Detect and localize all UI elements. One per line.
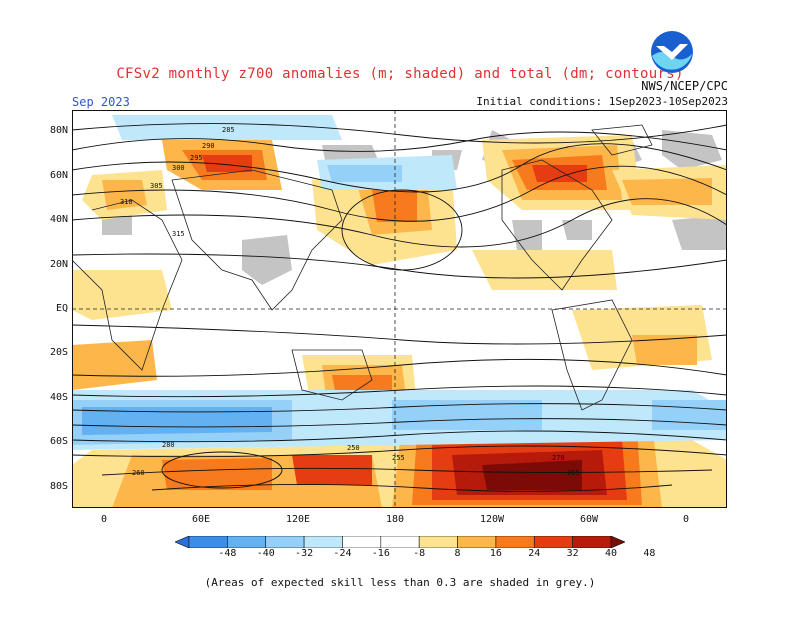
lat-label: 60S [49, 436, 68, 447]
chart-title: CFSv2 monthly z700 anomalies (m; shaded)… [116, 66, 684, 82]
contour-label: 280 [162, 441, 175, 449]
colorbar-tick-label: -8 [413, 548, 426, 559]
colorbar [175, 536, 625, 548]
contour-label: 250 [347, 444, 360, 452]
colorbar-tick-label: -48 [218, 548, 237, 559]
lat-label: 60N [49, 170, 68, 181]
contour-label: 300 [172, 164, 185, 172]
contour-label: 255 [392, 454, 405, 462]
positive-anomalies [72, 135, 727, 508]
colorbar-segment [175, 536, 190, 548]
colorbar-tick-label: -40 [256, 548, 275, 559]
footnote: (Areas of expected skill less than 0.3 a… [204, 576, 596, 589]
contour-label: 310 [120, 198, 133, 206]
lat-label: EQ [55, 303, 68, 314]
colorbar-segment [380, 536, 420, 548]
colorbar-segment [572, 536, 612, 548]
colorbar-tick-label: -32 [295, 548, 314, 559]
contour-label: 315 [172, 230, 185, 238]
colorbar-tick-label: -24 [333, 548, 352, 559]
lon-label: 60W [579, 514, 599, 525]
lat-label: 20N [49, 259, 68, 270]
colorbar-segment [188, 536, 228, 548]
org-label: NWS/NCEP/CPC [641, 79, 728, 93]
anomaly-map: 285 290 295 300 305 310 315 280 270 265 … [72, 110, 727, 508]
colorbar-tick-label: 8 [454, 548, 461, 559]
contour-label: 295 [190, 154, 203, 162]
lon-label: 180 [385, 514, 405, 525]
colorbar-segment [418, 536, 458, 548]
lat-label: 40S [49, 392, 68, 403]
noaa-logo-icon [651, 31, 693, 73]
colorbar-tick-label: 40 [604, 548, 618, 559]
month-label: Sep 2023 [72, 95, 130, 109]
lon-label: 120E [285, 514, 311, 525]
colorbar-tick-label: 32 [566, 548, 579, 559]
lat-label: 40N [49, 214, 68, 225]
contour-label: 305 [150, 182, 163, 190]
colorbar-segment [342, 536, 382, 548]
contour-label: 285 [222, 126, 235, 134]
total-contours [72, 123, 727, 492]
contour-label: 290 [202, 142, 215, 150]
lon-label: 60E [191, 514, 211, 525]
lat-label: 20S [49, 347, 68, 358]
colorbar-tick-label: 16 [489, 548, 502, 559]
colorbar-tick-label: -16 [371, 548, 390, 559]
lon-label: 0 [682, 514, 690, 525]
colorbar-tick-label: 48 [643, 548, 656, 559]
colorbar-segment [227, 536, 267, 548]
lon-label: 120W [479, 514, 505, 525]
lon-label: 0 [100, 514, 108, 525]
coastlines [72, 124, 653, 411]
contour-label: 260 [132, 469, 145, 477]
colorbar-segment [457, 536, 497, 548]
contour-label: 270 [552, 454, 565, 462]
lat-label: 80N [49, 125, 68, 136]
init-conditions: Initial conditions: 1Sep2023-10Sep2023 [476, 95, 728, 108]
colorbar-segment [303, 536, 343, 548]
contour-label: 265 [567, 469, 580, 477]
colorbar-segment [265, 536, 305, 548]
negative-anomalies [72, 115, 727, 450]
colorbar-tick-label: 24 [528, 548, 541, 559]
lat-label: 80S [49, 481, 68, 492]
colorbar-segment [533, 536, 573, 548]
colorbar-segment [495, 536, 535, 548]
colorbar-segment [610, 536, 625, 548]
